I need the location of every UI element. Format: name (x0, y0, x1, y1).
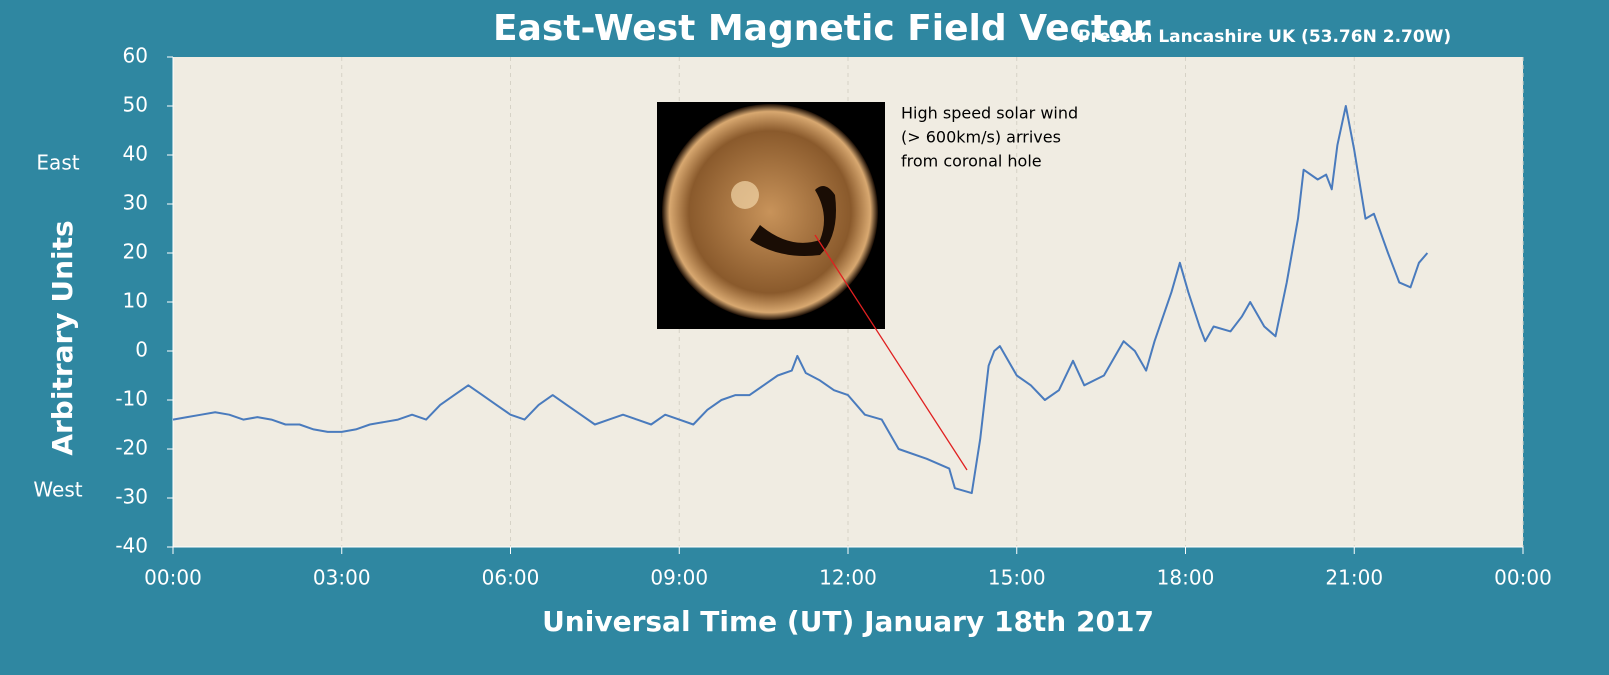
y-tick-label: 30 (123, 191, 148, 215)
y-tick-label: 10 (123, 289, 148, 313)
x-tick-label: 06:00 (482, 566, 540, 590)
sun-disc (662, 104, 878, 320)
annotation: High speed solar wind (> 600km/s) arrives… (901, 104, 1078, 171)
y-axis-label: Arbitrary Units (46, 220, 79, 455)
annotation-text: High speed solar wind (901, 104, 1078, 123)
y-tick-label: -30 (115, 485, 148, 509)
y-side-label: West (33, 478, 82, 502)
x-axis-label: Universal Time (UT) January 18th 2017 (542, 605, 1154, 638)
y-tick-label: 20 (123, 240, 148, 264)
x-tick-label: 03:00 (313, 566, 371, 590)
sun-image (657, 102, 885, 329)
y-tick-label: 60 (123, 44, 148, 68)
annotation-text: from coronal hole (901, 152, 1042, 171)
y-tick-label: -10 (115, 387, 148, 411)
annotation-pointer (814, 234, 968, 471)
y-side-label: East (36, 151, 79, 175)
x-tick-label: 09:00 (650, 566, 708, 590)
coronal-hole (750, 186, 836, 256)
y-tick-label: 50 (123, 93, 148, 117)
active-region (731, 181, 759, 209)
x-tick-label: 18:00 (1157, 566, 1215, 590)
x-tick-label: 00:00 (144, 566, 202, 590)
x-tick-label: 21:00 (1325, 566, 1383, 590)
y-tick-label: -20 (115, 436, 148, 460)
y-tick-label: 0 (135, 338, 148, 362)
y-tick-label: 40 (123, 142, 148, 166)
x-tick-label: 00:00 (1494, 566, 1552, 590)
data-line (172, 105, 1429, 495)
x-tick-label: 15:00 (988, 566, 1046, 590)
chart-title: East-West Magnetic Field Vector (493, 8, 1151, 49)
x-tick-label: 12:00 (819, 566, 877, 590)
chart-subtitle: Preston Lancashire UK (53.76N 2.70W) (1078, 27, 1451, 47)
y-tick-label: -40 (115, 534, 148, 558)
annotation-text: (> 600km/s) arrives (901, 128, 1061, 147)
